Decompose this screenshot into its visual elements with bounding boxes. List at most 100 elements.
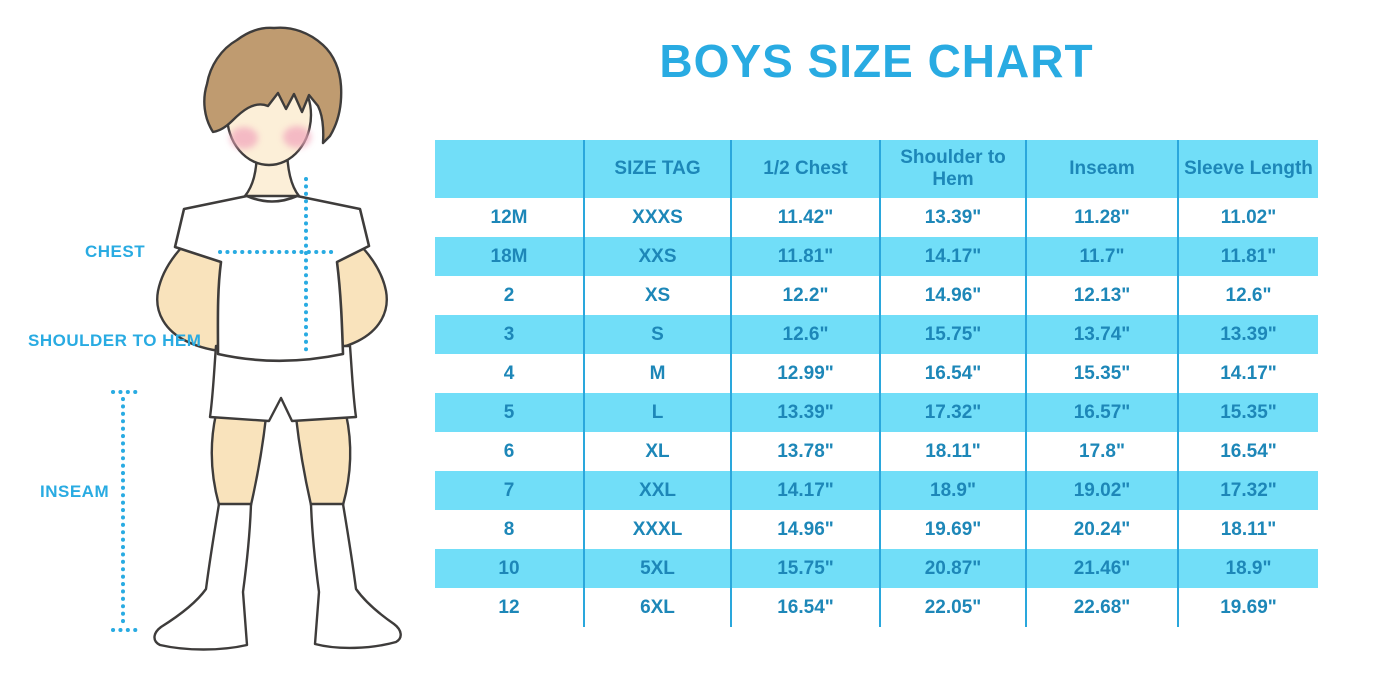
table-row: 3 S 12.6" 15.75" 13.74" 13.39": [435, 315, 1318, 354]
table-cell: 19.69": [879, 510, 1026, 549]
table-cell: 20.87": [879, 549, 1026, 588]
table-cell: S: [583, 315, 731, 354]
shirt: [173, 194, 371, 363]
table-cell: 17.32": [1177, 471, 1318, 510]
table-cell: 16.54": [730, 588, 880, 627]
table-cell: 14.17": [1177, 354, 1318, 393]
table-cell: 12M: [490, 206, 528, 228]
table-row: 12M XXXS 11.42" 13.39" 11.28" 11.02": [435, 198, 1318, 237]
table-cell: M: [583, 354, 731, 393]
left-leg: [210, 412, 268, 507]
table-cell: 19.69": [1177, 588, 1318, 627]
boy-illustration: [111, 26, 402, 651]
table-cell: 15.75": [879, 315, 1026, 354]
table-cell: XL: [583, 432, 731, 471]
table-cell: 2: [503, 284, 515, 306]
table-cell: 20.24": [1025, 510, 1178, 549]
table-cell: 8: [503, 518, 515, 540]
table-cell: 3: [435, 315, 584, 354]
table-cell: 12.2": [730, 276, 880, 315]
table-row: 10 5XL 15.75" 20.87" 21.46" 18.9": [435, 549, 1318, 588]
table-cell: 17.8": [1025, 432, 1178, 471]
table-header-row: SIZE TAG 1/2 Chest Shoulder to Hem Insea…: [435, 140, 1318, 198]
table-cell: 16.54": [879, 354, 1026, 393]
right-sock: [309, 502, 402, 650]
table-cell: 12.6": [730, 315, 880, 354]
table-cell: 19.02": [1025, 471, 1178, 510]
table-row: 6 XL 13.78" 18.11" 17.8" 16.54": [435, 432, 1318, 471]
table-row: 5 L 13.39" 17.32" 16.57" 15.35": [435, 393, 1318, 432]
table-cell: 13.39": [1177, 315, 1318, 354]
table-cell: 22.68": [1025, 588, 1178, 627]
table-cell: 18.11": [879, 432, 1026, 471]
table-cell: 18.9": [879, 471, 1026, 510]
page-title: BOYS SIZE CHART: [659, 35, 1094, 87]
table-cell: 15.75": [730, 549, 880, 588]
table-cell: XS: [583, 276, 731, 315]
table-cell: XXL: [583, 471, 731, 510]
table-cell: 11.7": [1025, 237, 1178, 276]
table-cell: 13.78": [730, 432, 880, 471]
table-header-cell-size: [435, 140, 584, 198]
chest-label: CHEST: [85, 242, 146, 261]
right-leg: [294, 412, 352, 507]
table-cell: 6: [503, 440, 515, 462]
table-cell: 21.46": [1025, 549, 1178, 588]
table-header-cell-sleeve-length: Sleeve Length: [1177, 140, 1318, 198]
table-cell: 15.35": [1025, 354, 1178, 393]
table-cell: 18.9": [1177, 549, 1318, 588]
table-row: 2 XS 12.2" 14.96" 12.13" 12.6": [435, 276, 1318, 315]
table-header-cell-shoulder-to-hem: Shoulder to Hem: [879, 140, 1026, 198]
left-sock: [153, 502, 253, 651]
table-row: 7 XXL 14.17" 18.9" 19.02" 17.32": [435, 471, 1318, 510]
size-table-body: 12M XXXS 11.42" 13.39" 11.28" 11.02" 18M XXS 11.…: [435, 198, 1318, 627]
table-cell: 11.42": [730, 198, 880, 237]
table-cell: XXS: [583, 237, 731, 276]
table-cell: 10: [435, 549, 584, 588]
table-cell: XXXL: [583, 510, 731, 549]
table-cell: 12.99": [730, 354, 880, 393]
table-cell: 11.28": [1025, 198, 1178, 237]
table-row: 18M XXS 11.81" 14.17" 11.7" 11.81": [435, 237, 1318, 276]
inseam-measure-line: [111, 390, 142, 632]
table-cell: 11.81": [730, 237, 880, 276]
shoulder-to-hem-label: SHOULDER TO HEM: [28, 331, 202, 350]
table-cell: 13.39": [730, 393, 880, 432]
table-cell: 16.57": [1025, 393, 1178, 432]
table-cell: 18M: [435, 237, 584, 276]
table-cell: 11.81": [1177, 237, 1318, 276]
table-cell: 16.54": [1177, 432, 1318, 471]
table-cell: 13.39": [879, 198, 1026, 237]
table-cell: 5XL: [583, 549, 731, 588]
size-table: SIZE TAG 1/2 Chest Shoulder to Hem Insea…: [435, 140, 1318, 627]
table-cell: 12.13": [1025, 276, 1178, 315]
table-row: 4 M 12.99" 16.54" 15.35" 14.17": [435, 354, 1318, 393]
table-cell: 12: [498, 596, 520, 618]
table-row: 12 6XL 16.54" 22.05" 22.68" 19.69": [435, 588, 1318, 627]
table-header-cell-size-tag: SIZE TAG: [583, 140, 731, 198]
table-cell: 13.74": [1025, 315, 1178, 354]
table-cell: 6XL: [583, 588, 731, 627]
hair: [203, 26, 343, 145]
table-cell: L: [583, 393, 731, 432]
table-cell: 4: [503, 362, 515, 384]
table-cell: 17.32": [879, 393, 1026, 432]
table-cell: 22.05": [879, 588, 1026, 627]
table-cell: 12.6": [1177, 276, 1318, 315]
table-cell: 14.17": [730, 471, 880, 510]
table-cell: 5: [435, 393, 584, 432]
table-cell: 14.96": [730, 510, 880, 549]
table-cell: XXXS: [583, 198, 731, 237]
right-cheek: [283, 126, 311, 148]
inseam-label: INSEAM: [40, 482, 110, 501]
table-cell: 14.96": [879, 276, 1026, 315]
table-cell: 7: [435, 471, 584, 510]
table-cell: 18.11": [1177, 510, 1318, 549]
table-row: 8 XXXL 14.96" 19.69" 20.24" 18.11": [435, 510, 1318, 549]
table-header-cell-half-chest: 1/2 Chest: [730, 140, 880, 198]
shorts: [208, 344, 358, 423]
table-cell: 11.02": [1177, 198, 1318, 237]
left-cheek: [230, 127, 258, 149]
table-cell: 14.17": [879, 237, 1026, 276]
